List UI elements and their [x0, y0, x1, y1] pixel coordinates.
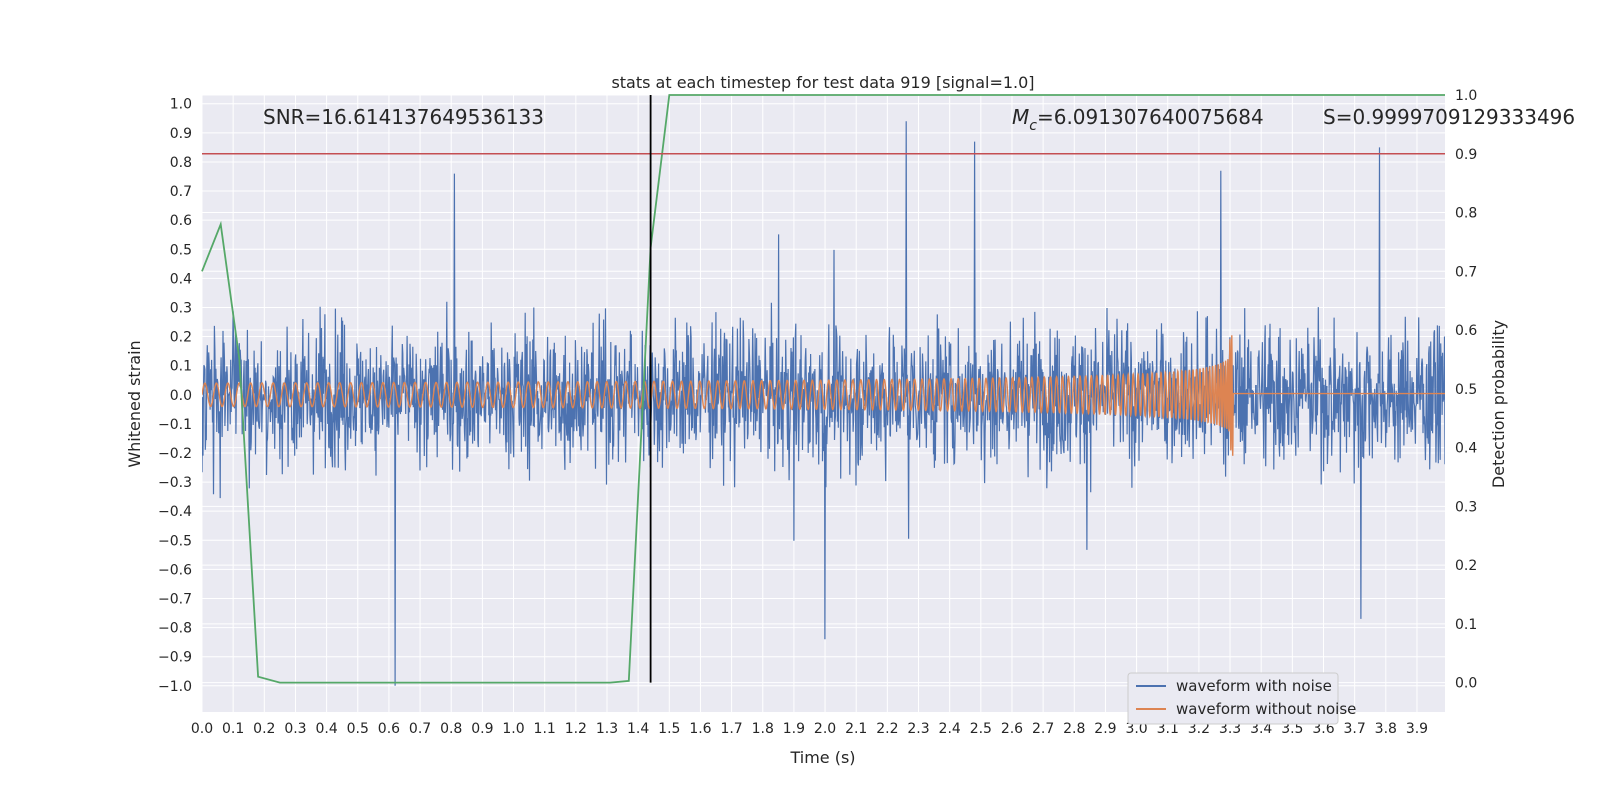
x-tick-label: 1.4	[627, 721, 649, 737]
mc-subscript: c	[1029, 118, 1037, 134]
x-axis-ticks: 0.0 0.1 0.2 0.3 0.4 0.5 0.6 0.7 0.8 0.9 1.0 1.1 1.2 1…	[191, 721, 1428, 737]
s-annotation: S=0.9999709129333496	[1323, 105, 1575, 129]
x-tick-label: 0.0	[191, 721, 213, 737]
y-right-tick-label: 0.4	[1455, 441, 1477, 457]
chart-title: stats at each timestep for test data 919…	[611, 73, 1034, 92]
x-tick-label: 0.7	[409, 721, 431, 737]
x-tick-label: 3.0	[1125, 721, 1147, 737]
x-tick-label: 3.9	[1406, 721, 1428, 737]
x-tick-label: 1.1	[534, 721, 556, 737]
y-right-tick-label: 0.5	[1455, 382, 1477, 398]
x-tick-label: 2.3	[907, 721, 929, 737]
y-left-tick-label: −0.5	[158, 533, 192, 549]
x-tick-label: 2.9	[1094, 721, 1116, 737]
y-right-tick-label: 0.3	[1455, 499, 1477, 515]
x-tick-label: 0.2	[253, 721, 275, 737]
x-tick-label: 0.4	[315, 721, 337, 737]
x-tick-label: 0.9	[471, 721, 493, 737]
x-tick-label: 3.6	[1312, 721, 1334, 737]
x-tick-label: 0.1	[222, 721, 244, 737]
x-tick-label: 2.8	[1063, 721, 1085, 737]
x-tick-label: 2.0	[814, 721, 836, 737]
y-left-tick-label: 0.4	[170, 271, 192, 287]
x-tick-label: 2.4	[939, 721, 961, 737]
y-left-tick-label: 0.6	[170, 213, 192, 229]
y-left-tick-label: 1.0	[170, 97, 192, 113]
chirp-mass-annotation: Mc=6.091307640075684	[1012, 105, 1264, 134]
x-axis-label: Time (s)	[789, 748, 855, 767]
x-tick-label: 0.8	[440, 721, 462, 737]
y-right-tick-label: 0.2	[1455, 558, 1477, 574]
y-right-tick-label: 0.7	[1455, 264, 1477, 280]
y-right-tick-label: 0.0	[1455, 676, 1477, 692]
y-right-tick-label: 0.1	[1455, 617, 1477, 633]
series-waveform-without-noise	[202, 335, 1445, 456]
series-waveform-with-noise	[202, 121, 1445, 686]
x-tick-label: 1.5	[658, 721, 680, 737]
x-tick-label: 3.2	[1188, 721, 1210, 737]
x-tick-label: 1.2	[565, 721, 587, 737]
y-right-tick-label: 0.6	[1455, 323, 1477, 339]
x-tick-label: 1.8	[752, 721, 774, 737]
x-tick-label: 2.5	[970, 721, 992, 737]
x-tick-label: 2.7	[1032, 721, 1054, 737]
x-tick-label: 0.6	[378, 721, 400, 737]
x-tick-label: 1.0	[502, 721, 524, 737]
y-axis-left-label: Whitened strain	[125, 340, 144, 467]
mc-symbol: M	[1012, 105, 1029, 129]
x-tick-label: 3.3	[1219, 721, 1241, 737]
x-tick-label: 2.2	[876, 721, 898, 737]
y-left-tick-label: −0.7	[158, 591, 192, 607]
x-tick-label: 2.1	[845, 721, 867, 737]
y-left-tick-label: 0.7	[170, 184, 192, 200]
y-axis-right-label: Detection probability	[1489, 320, 1508, 488]
y-left-tick-label: 0.0	[170, 388, 192, 404]
y-left-tick-label: −0.6	[158, 562, 192, 578]
x-tick-label: 1.6	[689, 721, 711, 737]
mc-value: =6.091307640075684	[1037, 105, 1264, 129]
y-axis-left-ticks: 1.0 0.9 0.8 0.7 0.6 0.5 0.4 0.3 0.2 0.1 0.0 −0.1 −0.…	[158, 97, 192, 695]
legend: waveform with noise waveform without noi…	[1127, 672, 1356, 725]
legend-box	[1127, 672, 1339, 725]
y-left-tick-label: −0.8	[158, 621, 192, 637]
legend-entry-noise: waveform with noise	[1176, 677, 1332, 695]
x-tick-label: 3.8	[1375, 721, 1397, 737]
reference-lines	[201, 94, 1445, 684]
y-left-tick-label: 0.3	[170, 300, 192, 316]
y-left-tick-label: 0.8	[170, 155, 192, 171]
snr-annotation: SNR=16.614137649536133	[263, 105, 544, 129]
legend-entry-clean: waveform without noise	[1176, 700, 1356, 718]
y-left-tick-label: −0.4	[158, 504, 192, 520]
y-left-tick-label: −1.0	[158, 679, 192, 695]
y-left-tick-label: −0.2	[158, 446, 192, 462]
y-left-tick-label: 0.2	[170, 330, 192, 346]
y-right-tick-label: 0.9	[1455, 147, 1477, 163]
x-tick-label: 3.5	[1281, 721, 1303, 737]
x-tick-label: 0.3	[284, 721, 306, 737]
x-tick-label: 1.3	[596, 721, 618, 737]
x-tick-label: 1.9	[783, 721, 805, 737]
x-tick-label: 3.4	[1250, 721, 1272, 737]
y-right-tick-label: 0.8	[1455, 206, 1477, 222]
y-left-tick-label: 0.5	[170, 242, 192, 258]
x-tick-label: 3.1	[1157, 721, 1179, 737]
series-detection-probability	[201, 94, 1445, 684]
x-tick-label: 0.5	[347, 721, 369, 737]
x-tick-label: 1.7	[720, 721, 742, 737]
y-left-tick-label: 0.1	[170, 359, 192, 375]
y-axis-right-ticks: 1.0 0.9 0.8 0.7 0.6 0.5 0.4 0.3 0.2 0.1 0.0	[1455, 88, 1477, 692]
y-right-tick-label: 1.0	[1455, 88, 1477, 104]
y-left-tick-label: −0.1	[158, 417, 192, 433]
y-left-tick-label: −0.3	[158, 475, 192, 491]
x-tick-label: 3.7	[1344, 721, 1366, 737]
y-left-tick-label: 0.9	[170, 126, 192, 142]
x-tick-label: 2.6	[1001, 721, 1023, 737]
y-left-tick-label: −0.9	[158, 650, 192, 666]
series-layer	[202, 121, 1445, 686]
